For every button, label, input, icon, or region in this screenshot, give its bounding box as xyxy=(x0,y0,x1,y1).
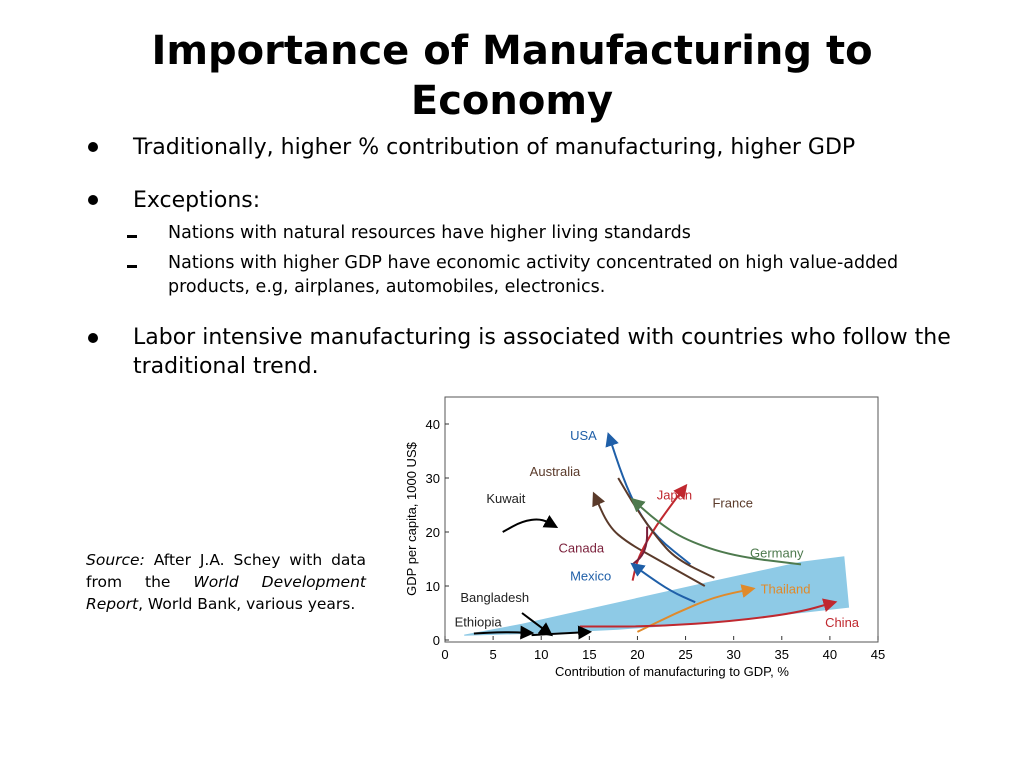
title-line-1: Importance of Manufacturing to xyxy=(151,28,873,74)
series-label-china: China xyxy=(825,615,860,630)
x-tick-label: 20 xyxy=(630,647,644,662)
series-line-extra-12 xyxy=(531,625,593,640)
series-line-kuwait xyxy=(502,515,559,533)
series-line-france xyxy=(617,477,715,579)
series-label-canada: Canada xyxy=(559,541,605,556)
x-tick-label: 0 xyxy=(441,647,448,662)
y-tick-label: 20 xyxy=(426,525,440,540)
axis-layer: 0 5 10 15 20 25 30 35 40 45 0 10 20 30 40 xyxy=(426,417,886,662)
bullet-dot xyxy=(88,333,98,343)
slide-title: Importance of Manufacturing to Economy xyxy=(0,26,1024,126)
x-tick-label: 25 xyxy=(678,647,692,662)
series-line-mexico xyxy=(630,562,696,604)
bullet-dot xyxy=(88,142,98,152)
source-work: World Development Report xyxy=(86,573,366,613)
series-line-china xyxy=(579,598,838,628)
x-tick-label: 30 xyxy=(726,647,740,662)
series-label-japan: Japan xyxy=(657,488,692,503)
series-label-thailand: Thailand xyxy=(761,582,811,597)
source-note: Source: After J.A. Schey with data from … xyxy=(86,549,366,615)
y-tick-label: 40 xyxy=(426,417,440,432)
x-tick-label: 15 xyxy=(582,647,596,662)
title-line-2: Economy xyxy=(410,78,614,124)
bullet-1: Traditionally, higher % contribution of … xyxy=(133,135,856,160)
sub-bullet-2a: Nations with higher GDP have economic ac… xyxy=(168,253,899,273)
series-label-kuwait: Kuwait xyxy=(486,491,525,506)
series-label-usa: USA xyxy=(570,428,597,443)
series-label-australia: Australia xyxy=(530,464,581,479)
series-line-australia xyxy=(592,491,706,587)
x-axis-label: Contribution of manufacturing to GDP, % xyxy=(555,664,789,679)
series-label-bangladesh: Bangladesh xyxy=(460,590,529,605)
series-label-mexico: Mexico xyxy=(570,569,611,584)
y-tick-label: 30 xyxy=(426,471,440,486)
band-layer xyxy=(464,556,850,636)
bullet-3b: traditional trend. xyxy=(133,354,319,379)
trend-band xyxy=(464,556,850,636)
y-tick-label: 10 xyxy=(426,579,440,594)
series-line-usa xyxy=(605,432,692,566)
sub-bullet-dash xyxy=(127,265,137,268)
sub-bullet-1: Nations with natural resources have high… xyxy=(168,223,691,243)
series-line-ethiopia xyxy=(473,625,535,640)
x-tick-label: 10 xyxy=(534,647,548,662)
series-line-germany xyxy=(630,497,802,566)
y-axis-label: GDP per capita, 1000 US$ xyxy=(404,441,419,595)
bullet-3a: Labor intensive manufacturing is associa… xyxy=(133,325,951,350)
source-text-2: , World Bank, various years. xyxy=(138,595,356,613)
source-text-1: After J.A. Schey with data from the xyxy=(86,551,366,591)
series-line-thailand xyxy=(636,584,756,633)
bullet-2: Exceptions: xyxy=(133,188,261,213)
sub-bullet-2b: products, e.g, airplanes, automobiles, e… xyxy=(168,277,606,297)
series-layer: USA Australia Japan France Germany Canada Mexi… xyxy=(455,428,860,640)
series-label-france: France xyxy=(712,496,752,511)
plot-frame xyxy=(444,396,879,643)
x-tick-label: 35 xyxy=(775,647,789,662)
x-tick-label: 40 xyxy=(823,647,837,662)
source-label: Source: xyxy=(86,551,145,569)
sub-bullet-dash xyxy=(127,235,137,238)
series-label-ethiopia: Ethiopia xyxy=(455,615,503,630)
series-line-canada xyxy=(631,526,649,566)
series-line-bangladesh xyxy=(521,612,554,637)
x-tick-label: 45 xyxy=(871,647,885,662)
series-label-germany: Germany xyxy=(750,545,804,560)
x-tick-label: 5 xyxy=(489,647,496,662)
series-line-japan xyxy=(631,483,688,581)
bullet-dot xyxy=(88,195,98,205)
y-tick-label: 0 xyxy=(433,633,440,648)
